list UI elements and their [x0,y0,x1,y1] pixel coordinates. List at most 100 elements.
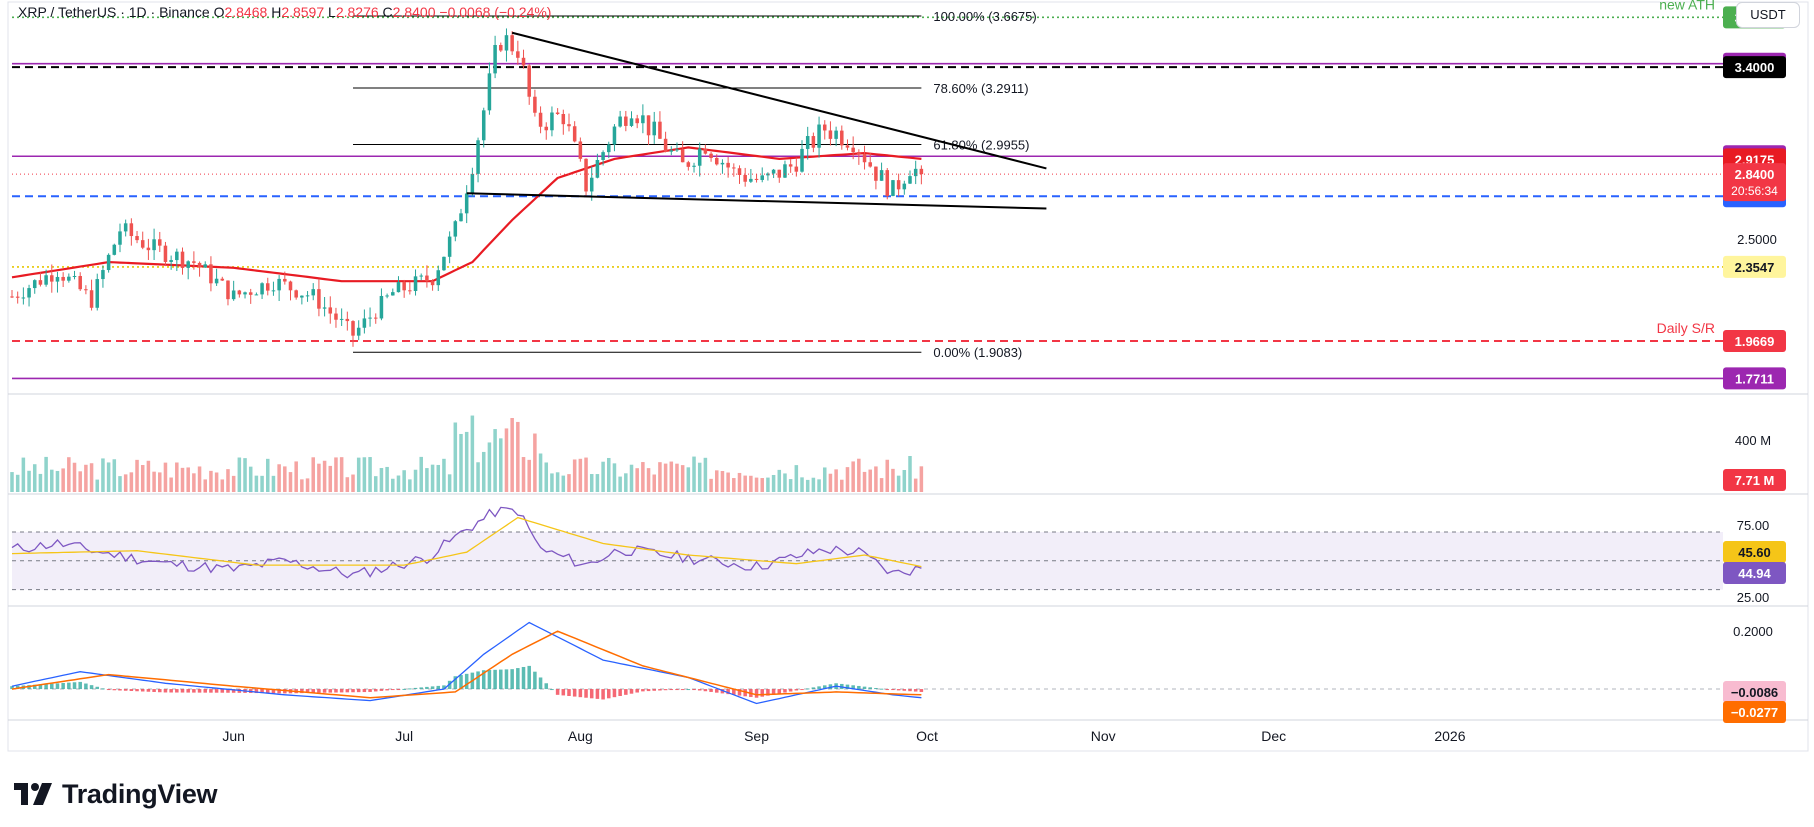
macd-histogram-bar [140,689,145,692]
volume-bar [709,478,713,492]
close-label: C [382,4,393,20]
volume-bar [425,468,429,492]
macd-histogram-bar [709,689,713,692]
volume-bar [254,475,259,492]
volume-bar [288,472,293,492]
candle [493,44,497,74]
candle [464,193,469,214]
candle [510,35,514,52]
volume-bar [737,472,742,492]
candle [607,144,611,153]
volume-bar [67,457,71,492]
volume-bar [345,477,350,492]
candle [430,281,435,286]
candle [805,136,810,149]
level-tag-1.7711-bg [1723,367,1786,390]
candle [203,264,208,268]
volume-bar [857,458,861,492]
candle [368,317,372,319]
candle [828,130,833,139]
volume-bar [851,461,855,492]
macd-histogram-bar [601,689,605,700]
macd-histogram-bar [908,689,912,692]
volume-bar [584,457,588,492]
candle [402,282,406,291]
candle [896,180,901,190]
current-price-tag [1723,163,1786,202]
currency-button[interactable]: USDT [1736,2,1800,28]
macd-histogram-bar [874,687,878,690]
volume-bar [78,471,82,492]
macd-histogram-bar [521,666,526,690]
rsi-ma-line [11,516,922,568]
macd-histogram-bar [822,685,827,690]
macd-histogram-bar [220,689,225,693]
macd-histogram-bar [720,689,725,694]
volume-bar [89,463,94,492]
volume-bar [544,462,549,492]
macd-histogram-bar [67,682,71,690]
level-tag-1.9669: 1.9669 [1723,329,1786,352]
volume-bar [783,473,787,492]
volume-bar [868,469,872,492]
macd-histogram-bar [680,689,685,691]
volume-bar [192,473,196,492]
macd-histogram-bar [464,673,469,690]
candle [123,223,128,232]
volume-bar [743,475,747,492]
candle [175,251,179,261]
volume-bar [908,456,912,492]
volume-bar [118,476,122,492]
volume-bar [214,472,219,492]
volume-bar [129,472,134,492]
macd-histogram-bar [408,688,412,690]
volume-bar [260,475,264,492]
candle [356,327,361,336]
candle [419,275,423,277]
volume-bar [38,473,43,492]
volume-bar [896,475,901,492]
volume-bar [669,461,674,492]
volume-bar [243,458,247,492]
macd-histogram-bar [436,685,441,690]
volume-bar [294,461,298,492]
macd-line [11,621,922,705]
candle [481,110,486,141]
volume-bar [510,418,514,492]
candle [544,126,549,131]
volume-bar [902,470,907,492]
candle [169,260,173,262]
candle [686,162,691,167]
candle [578,141,583,159]
rsi-axis-tick: 75.00 [1737,518,1770,533]
candle [777,169,782,178]
volume-bar [521,457,526,492]
macd-histogram-bar [271,689,276,694]
volume-bar [322,460,327,492]
volume-bar [561,475,566,492]
candle [379,295,384,319]
macd-histogram-bar [578,689,583,698]
volume-bar [840,479,844,492]
candle [243,292,247,295]
volume-bar [811,477,816,492]
volume-bar [589,474,594,492]
candle [345,318,350,322]
macd-histogram-bar [317,689,321,693]
candle [436,270,441,286]
volume-bar [10,472,14,492]
volume-bar [788,479,793,492]
time-axis-tick: Aug [568,728,593,744]
level-tag-3.4000-bg [1723,56,1786,79]
candle [601,152,605,160]
macd-histogram-bar [771,689,776,695]
macd-histogram-bar [879,688,884,690]
tradingview-logo[interactable]: TradingView [14,776,218,812]
volume-bar [442,458,446,492]
candle [760,175,764,180]
candle [118,231,122,245]
symbol-title[interactable]: XRP / TetherUS · 1D · Binance [18,4,210,20]
macd-histogram-bar [391,689,395,691]
volume-bar [817,479,821,492]
volume-bar [72,462,77,492]
